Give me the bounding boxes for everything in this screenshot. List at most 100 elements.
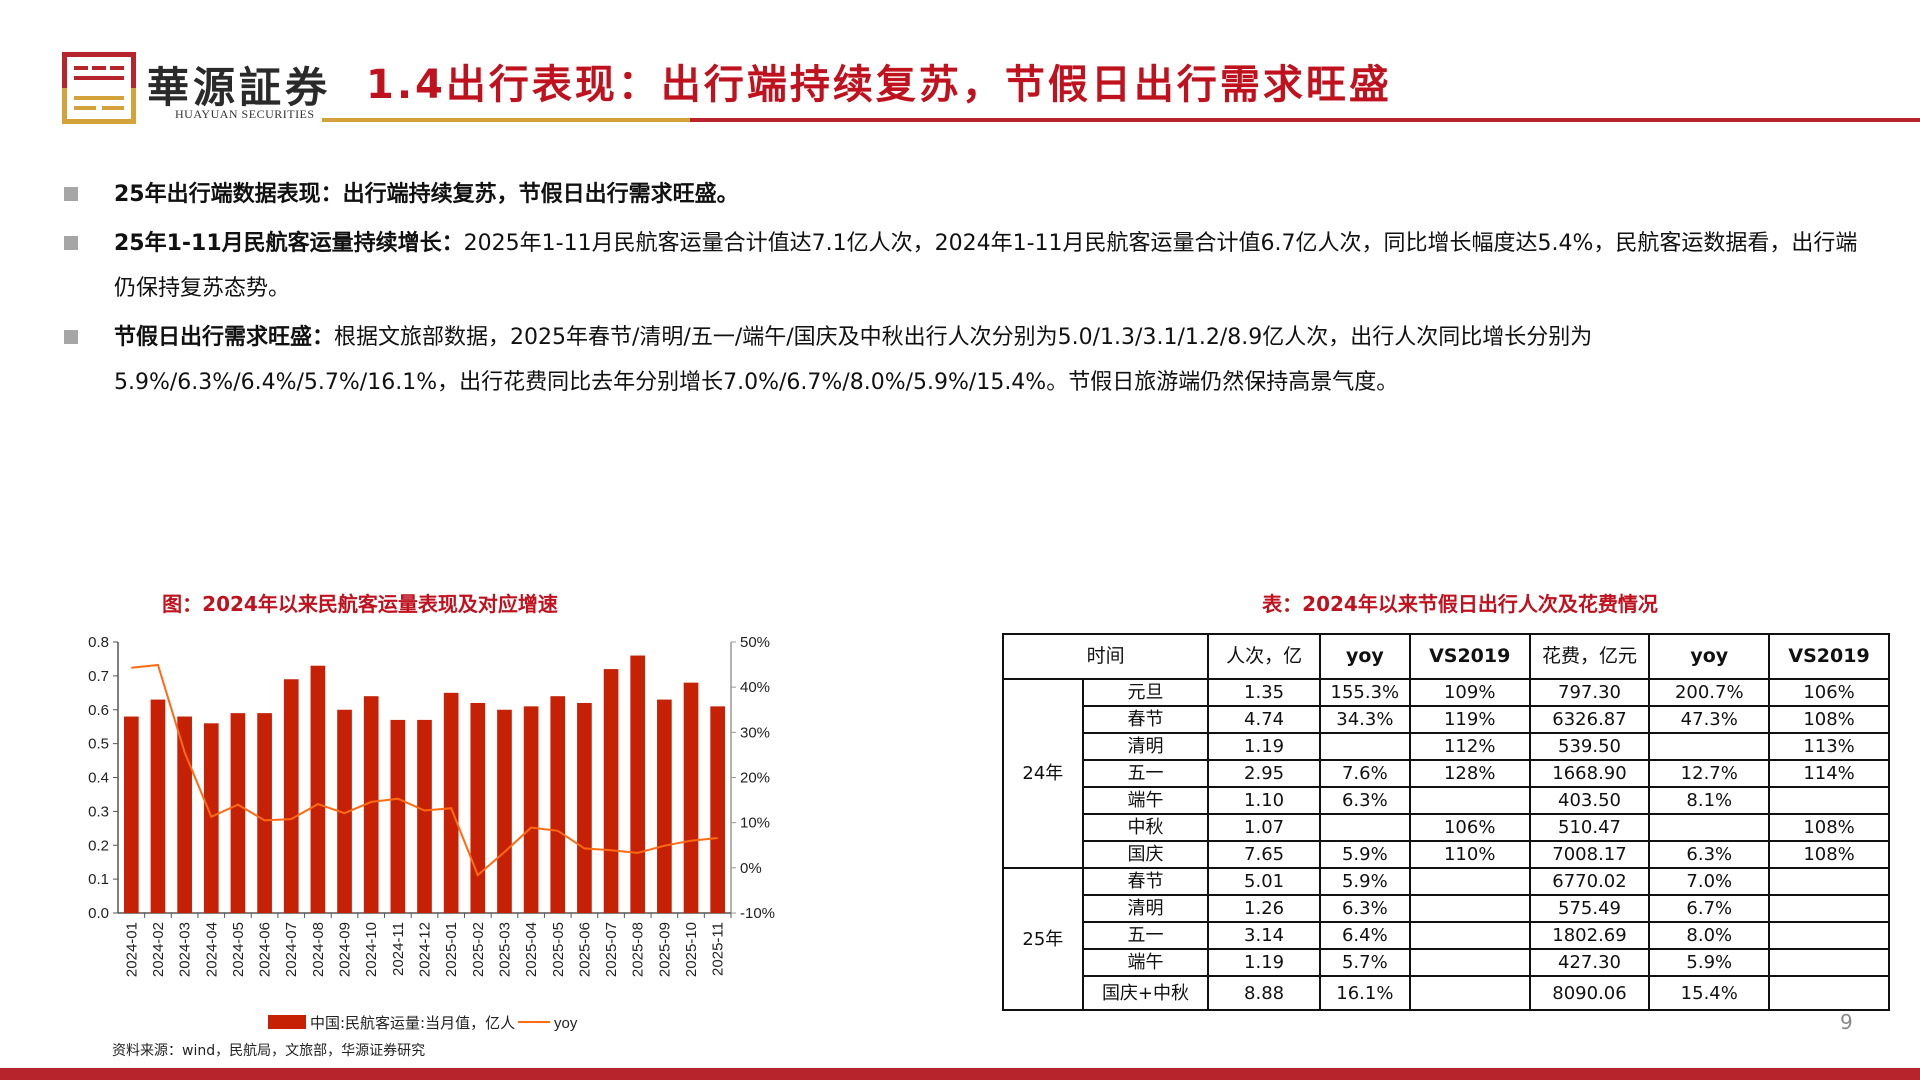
value-cell	[1408, 921, 1531, 950]
value-cell: 12.7%	[1648, 759, 1771, 788]
holiday-travel-table: 时间 人次，亿 yoy VS2019 花费，亿元 yoy VS2019 24年元…	[1001, 633, 1890, 1011]
value-cell: 403.50	[1528, 786, 1651, 815]
value-cell: 427.30	[1528, 948, 1651, 977]
bullet-heading: 节假日出行需求旺盛：	[114, 325, 335, 350]
holiday-cell: 五一	[1081, 921, 1210, 950]
bullet-item: 25年1-11月民航客运量持续增长：2025年1-11月民航客运量合计值达7.1…	[64, 221, 1864, 311]
value-cell	[1768, 894, 1890, 923]
x-tick-label: 2025-04	[523, 922, 540, 977]
year-cell: 24年	[1002, 678, 1084, 869]
value-cell: 3.14	[1207, 921, 1321, 950]
bullet-heading: 25年1-11月民航客运量持续增长：	[114, 231, 464, 256]
brand-name-en: HUAYUAN SECURITIES	[175, 107, 315, 121]
bar	[443, 692, 459, 913]
value-cell	[1648, 813, 1771, 842]
left-tick-label: 0.8	[88, 634, 109, 651]
x-tick-label: 2024-10	[363, 922, 380, 977]
x-tick-label: 2025-07	[603, 922, 620, 977]
x-tick-label: 2025-03	[496, 922, 513, 977]
table-row: 端午 1.19 5.7% 427.30 5.9%	[1003, 948, 1890, 977]
bar	[550, 696, 566, 913]
table-row: 清明 1.19 112% 539.50 113%	[1003, 732, 1890, 761]
holiday-cell: 国庆+中秋	[1081, 975, 1210, 1011]
x-tick-label: 2025-02	[470, 922, 487, 977]
value-cell: 7008.17	[1528, 840, 1651, 869]
value-cell: 110%	[1408, 840, 1531, 869]
bar	[577, 702, 592, 913]
bar	[310, 665, 326, 913]
value-cell	[1768, 921, 1890, 950]
value-cell: 6.3%	[1318, 786, 1411, 815]
logo-top-frame	[62, 52, 136, 88]
col-header-spend-vs2019: VS2019	[1768, 633, 1890, 680]
bar	[177, 716, 192, 913]
bar	[470, 702, 486, 913]
bar	[257, 713, 272, 913]
bar	[283, 679, 299, 913]
x-tick-label: 2024-08	[310, 922, 327, 977]
value-cell	[1768, 867, 1890, 896]
x-tick-label: 2024-09	[337, 922, 354, 977]
bar	[710, 706, 726, 913]
table-header-row: 时间 人次，亿 yoy VS2019 花费，亿元 yoy VS2019	[1001, 633, 1890, 680]
logo-bar	[110, 66, 124, 70]
value-cell: 1.07	[1207, 813, 1321, 842]
value-cell: 5.01	[1207, 867, 1321, 896]
table-row: 国庆 7.65 5.9% 110% 7008.17 6.3% 108%	[1003, 840, 1890, 869]
bar	[203, 723, 219, 913]
table-row: 25年 春节 5.01 5.9% 6770.02 7.0%	[1002, 867, 1890, 1011]
col-header-time: 时间	[1001, 633, 1210, 680]
legend-bar-label: 中国:民航客运量:当月值，亿人	[310, 1014, 515, 1032]
bar	[497, 709, 512, 913]
header-divider-gold	[322, 118, 690, 122]
legend-bar-swatch	[268, 1015, 306, 1029]
value-cell: 1668.90	[1528, 759, 1651, 788]
value-cell: 6.3%	[1318, 894, 1411, 923]
bar	[657, 699, 672, 913]
value-cell	[1408, 948, 1531, 977]
value-cell: 128%	[1408, 759, 1531, 788]
table-title: 表：2024年以来节假日出行人次及花费情况	[1262, 592, 1658, 616]
right-tick-label: 10%	[740, 815, 770, 832]
holiday-cell: 五一	[1081, 759, 1210, 788]
value-cell: 8.0%	[1648, 921, 1771, 950]
yoy-line	[131, 663, 718, 877]
table-row: 五一 2.95 7.6% 128% 1668.90 12.7% 114%	[1003, 759, 1890, 788]
value-cell	[1768, 975, 1890, 1011]
value-cell: 510.47	[1528, 813, 1651, 842]
x-tick-label: 2025-10	[683, 922, 700, 977]
x-tick-label: 2024-07	[283, 922, 300, 977]
value-cell: 5.9%	[1318, 867, 1411, 896]
table-row: 国庆+中秋 8.88 16.1% 8090.06 15.4%	[1003, 975, 1890, 1011]
right-tick-label: 20%	[740, 770, 770, 787]
holiday-cell: 春节	[1081, 867, 1210, 896]
col-header-spend-yoy: yoy	[1648, 633, 1771, 680]
value-cell: 15.4%	[1648, 975, 1771, 1011]
bar	[523, 706, 539, 913]
logo-bottom-frame	[62, 88, 136, 124]
value-cell: 155.3%	[1318, 678, 1411, 707]
value-cell: 6326.87	[1528, 705, 1651, 734]
bar	[150, 699, 166, 913]
left-tick-label: 0.2	[88, 837, 109, 854]
value-cell: 200.7%	[1648, 678, 1771, 707]
holiday-cell: 元旦	[1081, 678, 1210, 707]
value-cell: 119%	[1408, 705, 1531, 734]
value-cell	[1648, 732, 1771, 761]
left-tick-label: 0.0	[88, 905, 109, 922]
value-cell: 7.6%	[1318, 759, 1411, 788]
page-number: 9	[1840, 1010, 1853, 1034]
chart-title: 图：2024年以来民航客运量表现及对应增速	[162, 592, 558, 616]
table-row: 24年 元旦 1.35 155.3% 109% 797.30 200.7% 106%	[1002, 678, 1890, 869]
bar	[123, 716, 139, 913]
right-tick-label: 40%	[740, 679, 770, 696]
brand-name-cn: 華源証券	[147, 63, 332, 112]
air-passenger-chart: 0.0 0.1 0.2 0.3 0.4 0.5 0.6 0.7 0.8 -10% 0% 10% 20% 3…	[88, 634, 775, 1032]
value-cell: 109%	[1408, 678, 1531, 707]
value-cell: 5.9%	[1648, 948, 1771, 977]
value-cell: 47.3%	[1648, 705, 1771, 734]
bullet-square-icon	[64, 187, 78, 201]
x-tick-label: 2024-12	[417, 922, 434, 977]
bar	[390, 719, 406, 913]
value-cell: 5.7%	[1318, 948, 1411, 977]
